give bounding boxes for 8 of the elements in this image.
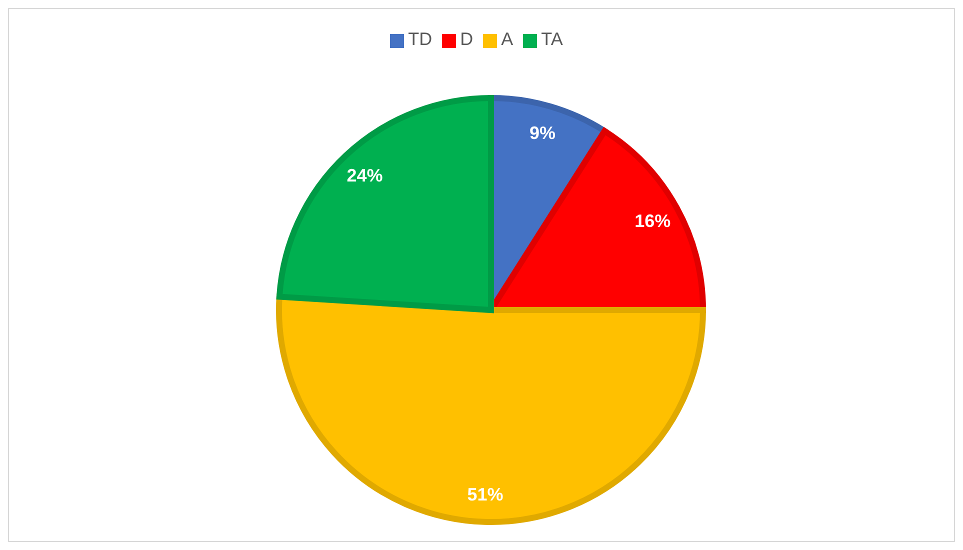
data-label: 16%	[634, 211, 671, 232]
data-label: 9%	[529, 122, 556, 143]
legend-label: TD	[408, 29, 432, 49]
legend-label: D	[460, 29, 474, 49]
legend-label: A	[501, 29, 514, 49]
data-label: 24%	[346, 166, 383, 186]
legend-label: TA	[541, 29, 563, 49]
data-label: 51%	[467, 484, 504, 504]
